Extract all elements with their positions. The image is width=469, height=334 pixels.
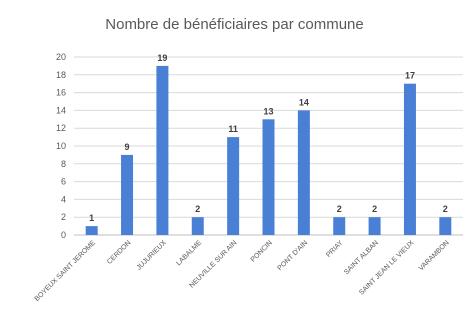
- x-tick-label: JUJURIEUX: [136, 239, 168, 271]
- y-tick-label: 16: [56, 88, 66, 98]
- bar: [85, 226, 98, 235]
- data-label: 14: [299, 97, 309, 107]
- y-tick-label: 20: [56, 52, 66, 62]
- bar: [227, 137, 240, 235]
- x-axis-ticks: BOYEUX SAINT JEROME CERDON JUJURIEUX LABALM…: [34, 239, 451, 303]
- x-tick-label: VARAMBON: [418, 239, 451, 272]
- data-label: 9: [125, 142, 130, 152]
- x-tick-label: BOYEUX SAINT JEROME: [34, 239, 98, 303]
- y-axis-ticks: 0 2 4 6 8 10 12 14 16 18 20: [56, 52, 66, 240]
- bar: [121, 154, 134, 235]
- bar: [368, 217, 381, 235]
- x-tick-label: SAINT ALBAN: [343, 239, 380, 276]
- y-tick-label: 12: [56, 123, 66, 133]
- bar: [191, 217, 204, 235]
- y-tick-label: 2: [61, 212, 66, 222]
- x-tick-label: PONT D'AIN: [277, 239, 310, 272]
- x-tick-label: CERDON: [106, 239, 132, 265]
- data-label: 2: [195, 204, 200, 214]
- bar: [333, 217, 346, 235]
- bars: [85, 65, 452, 236]
- y-tick-label: 4: [61, 194, 66, 204]
- bar: [262, 119, 275, 235]
- chart-title: Nombre de bénéficiaires par commune: [105, 16, 364, 33]
- data-label: 11: [228, 124, 238, 134]
- y-tick-label: 18: [56, 70, 66, 80]
- bar: [297, 110, 310, 235]
- y-tick-label: 0: [61, 230, 66, 240]
- data-label: 2: [372, 204, 377, 214]
- data-label: 19: [157, 53, 167, 63]
- y-tick-label: 8: [61, 159, 66, 169]
- y-tick-label: 10: [56, 141, 66, 151]
- data-label: 13: [263, 106, 273, 116]
- y-tick-label: 6: [61, 177, 66, 187]
- bar: [439, 217, 452, 235]
- data-label: 17: [405, 71, 415, 81]
- y-tick-label: 14: [56, 105, 66, 115]
- x-tick-label: PONCIN: [250, 239, 274, 263]
- data-label: 2: [443, 204, 448, 214]
- x-tick-label: PRIAY: [325, 239, 345, 259]
- bar: [403, 83, 416, 235]
- bar: [156, 65, 169, 236]
- data-label: 1: [89, 213, 94, 223]
- x-tick-label: LABALME: [175, 239, 203, 267]
- data-label: 2: [337, 204, 342, 214]
